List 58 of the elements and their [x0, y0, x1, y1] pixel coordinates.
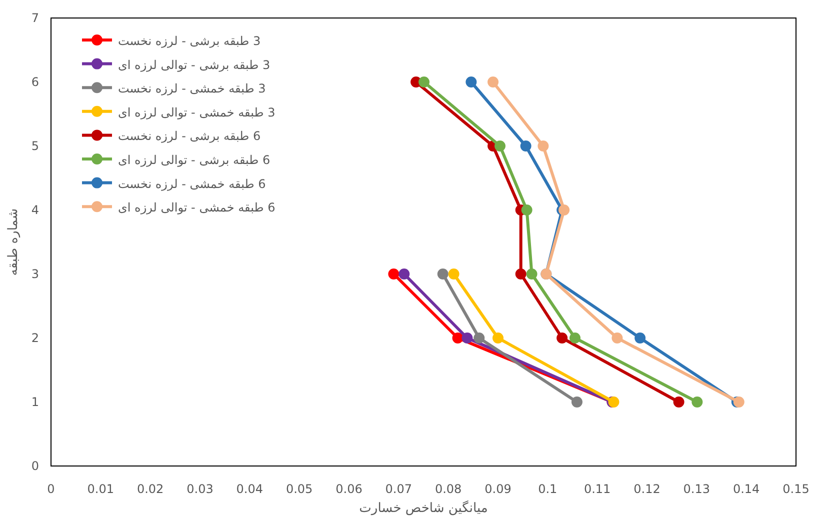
- x-tick-label: 0.03: [186, 482, 214, 496]
- x-tick-label: 0.13: [683, 482, 710, 496]
- point: [526, 268, 538, 280]
- point: [569, 332, 580, 344]
- y-tick-label: 1: [31, 395, 39, 409]
- point: [492, 332, 504, 344]
- point: [692, 396, 703, 408]
- point: [538, 140, 549, 152]
- point: [520, 140, 532, 152]
- x-axis-title: میانگین شاخص خسارت: [359, 500, 488, 516]
- point: [462, 332, 473, 344]
- point: [398, 268, 410, 280]
- x-tick-label: 0.04: [236, 482, 264, 496]
- y-tick-label: 5: [31, 139, 39, 153]
- point: [388, 268, 400, 280]
- point: [474, 332, 485, 344]
- y-tick-label: 6: [31, 75, 39, 89]
- legend-label: 6 طبقه برشی - توالی لرزه ای: [118, 153, 270, 167]
- point: [673, 396, 684, 408]
- point: [515, 268, 526, 280]
- y-tick-label: 2: [31, 331, 39, 345]
- point: [521, 204, 532, 216]
- legend-label: 3 طبقه خمشی - لرزه نخست: [118, 82, 266, 96]
- x-tick-label: 0.14: [732, 482, 760, 496]
- point: [494, 140, 506, 152]
- x-tick-label: 0.15: [782, 482, 810, 496]
- point: [612, 332, 623, 344]
- x-tick-label: 0.05: [286, 482, 313, 496]
- legend-label: 6 طبقه خمشی - لرزه نخست: [118, 176, 266, 191]
- x-tick-label: 0.12: [634, 482, 660, 496]
- point: [418, 76, 430, 88]
- x-tick-label: 0.06: [336, 482, 362, 496]
- y-tick-label: 3: [31, 267, 39, 281]
- y-tick-label: 4: [31, 203, 39, 217]
- legend-label: 6 طبقه برشی - لرزه نخست: [118, 129, 261, 144]
- x-tick-label: 0.07: [385, 482, 412, 496]
- point: [466, 76, 477, 88]
- x-tick-label: 0.02: [136, 482, 164, 496]
- point: [448, 268, 460, 280]
- x-tick-label: 0: [47, 482, 55, 496]
- legend-label: 3 طبقه خمشی - توالی لرزه ای: [118, 105, 276, 120]
- point: [437, 268, 448, 280]
- x-tick-label: 0.1: [538, 482, 558, 496]
- x-tick-label: 0.09: [484, 482, 512, 496]
- legend-label: 6 طبقه خمشی - توالی لرزه ای: [118, 200, 276, 215]
- point: [634, 332, 646, 344]
- legend-label: 3 طبقه برشی - توالی لرزه ای: [118, 58, 270, 72]
- legend-label: 3 طبقه برشی - لرزه نخست: [118, 34, 261, 48]
- point: [556, 332, 568, 344]
- point: [488, 76, 499, 88]
- point: [452, 332, 464, 344]
- y-tick-label: 7: [31, 11, 39, 25]
- x-tick-label: 0.08: [434, 482, 462, 496]
- x-tick-label: 0.11: [584, 482, 611, 496]
- y-axis-title: شماره طبقه: [6, 208, 21, 276]
- y-tick-label: 0: [31, 459, 39, 473]
- x-tick-label: 0.01: [87, 482, 114, 496]
- point: [571, 396, 582, 408]
